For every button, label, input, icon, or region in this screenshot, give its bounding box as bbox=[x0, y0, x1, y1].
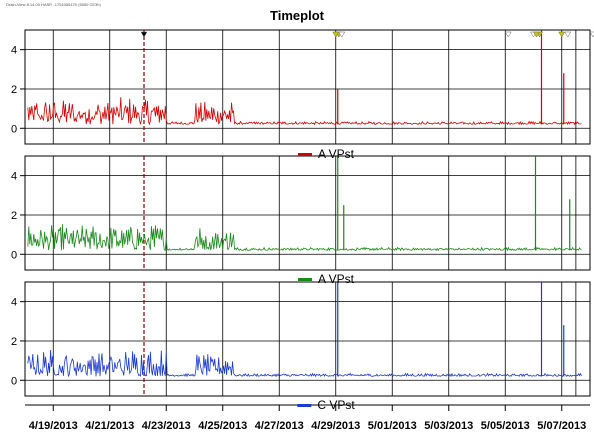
event-marker-9 bbox=[564, 31, 572, 38]
x-tick-label-2: 4/21/2013 bbox=[85, 420, 134, 432]
event-marker-10 bbox=[558, 31, 566, 38]
x-tick-label-4: 4/25/2013 bbox=[198, 420, 247, 432]
x-tick-label-3: 4/23/2013 bbox=[142, 420, 191, 432]
legend-swatch-1 bbox=[297, 152, 312, 156]
event-marker-4 bbox=[332, 31, 340, 38]
panel-3-ytick-4: 4 bbox=[11, 297, 17, 309]
x-tick-label-8: 5/03/2013 bbox=[424, 420, 473, 432]
panel-2-frame bbox=[24, 155, 591, 271]
panel-1-ytick-0: 0 bbox=[11, 123, 17, 135]
x-tick-label-1: 4/19/2013 bbox=[29, 420, 78, 432]
panel-2-ytick-2: 2 bbox=[11, 210, 17, 222]
event-marker-11 bbox=[589, 31, 594, 38]
legend-swatch-2 bbox=[297, 277, 312, 281]
panel-1-ytick-4: 4 bbox=[11, 45, 17, 57]
legend-swatch-3 bbox=[297, 403, 312, 407]
panel-1-frame bbox=[24, 29, 591, 145]
series-1-line bbox=[27, 97, 582, 126]
panel-2-ytick-0: 0 bbox=[11, 249, 17, 261]
panel-2-ytick-4: 4 bbox=[11, 171, 17, 183]
legend-series-2: A VPst bbox=[297, 272, 355, 286]
legend-series-1: A VPst bbox=[297, 147, 355, 161]
legend-label-2: A VPst bbox=[317, 272, 355, 286]
legend-label-3: C VPst bbox=[317, 398, 355, 412]
panel-3-ytick-2: 2 bbox=[11, 336, 17, 348]
series-2-line bbox=[27, 224, 582, 252]
event-marker-8 bbox=[533, 31, 540, 38]
panel-1-ytick-2: 2 bbox=[11, 84, 17, 96]
series-3-line bbox=[27, 349, 582, 378]
legend-label-1: A VPst bbox=[317, 147, 355, 161]
chart-title: Timeplot bbox=[270, 8, 324, 23]
event-marker-5 bbox=[504, 31, 512, 38]
event-marker-1 bbox=[140, 31, 148, 38]
x-tick-label-6: 4/29/2013 bbox=[311, 420, 360, 432]
event-marker-3 bbox=[338, 31, 346, 38]
panel-3-frame bbox=[24, 281, 591, 397]
x-tick-label-5: 4/27/2013 bbox=[255, 420, 304, 432]
x-tick-label-9: 5/05/2013 bbox=[481, 420, 530, 432]
x-tick-label-10: 5/07/2013 bbox=[537, 420, 586, 432]
header-info-text: Drain-View 8.14.00 HASP...1751055170 (55… bbox=[6, 2, 101, 7]
panel-3-ytick-0: 0 bbox=[11, 375, 17, 387]
x-tick-label-7: 5/01/2013 bbox=[368, 420, 417, 432]
legend-series-3: C VPst bbox=[297, 398, 355, 412]
